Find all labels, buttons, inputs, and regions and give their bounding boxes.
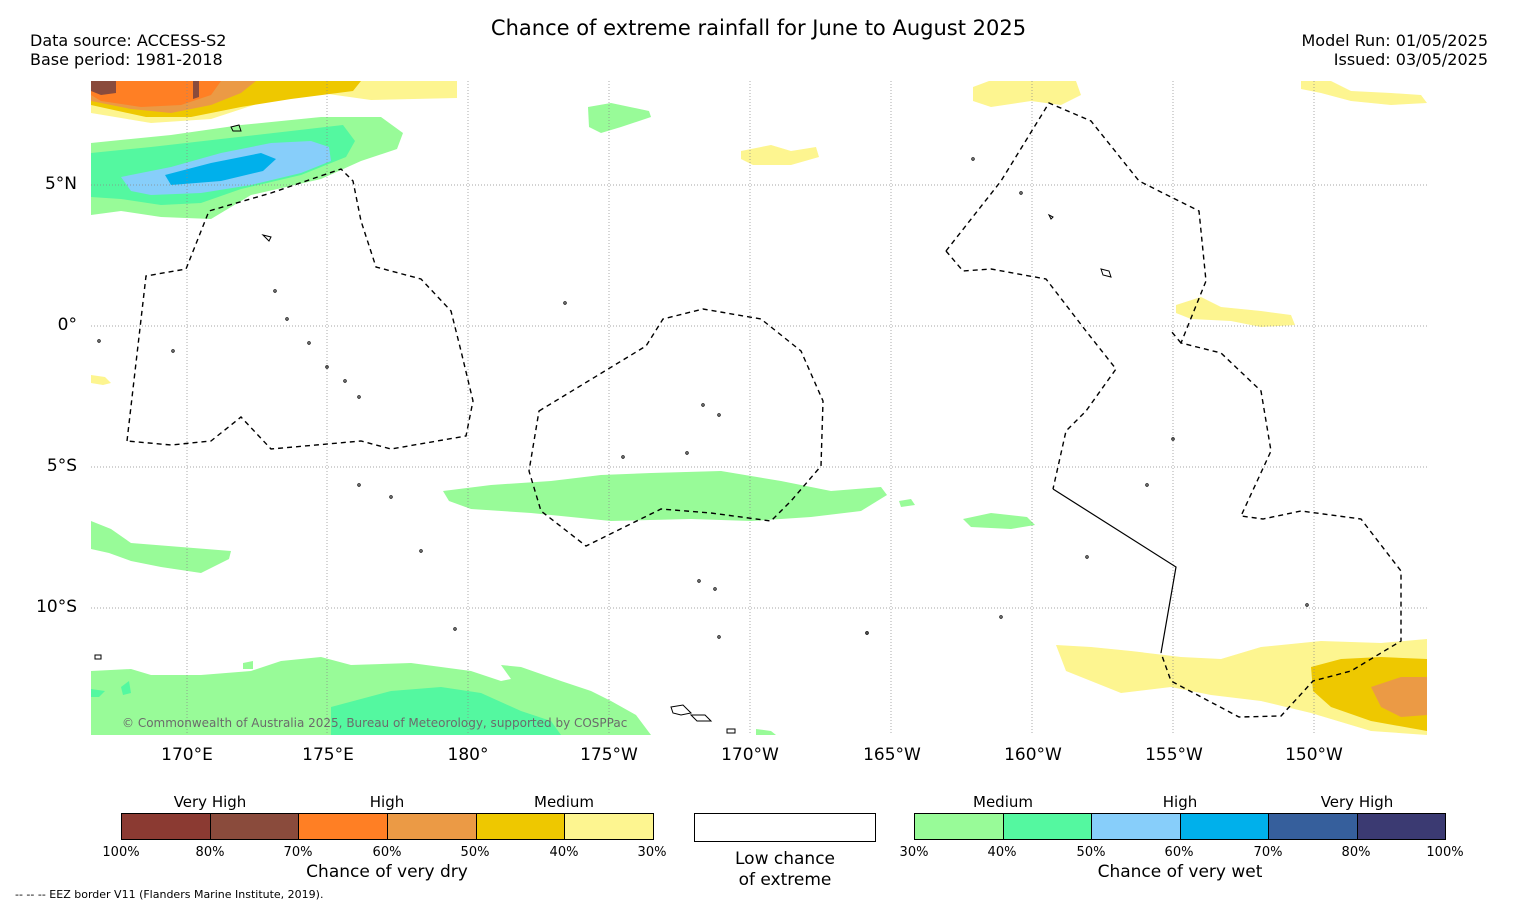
- dry-category-very-high: Very High: [173, 793, 247, 811]
- wet-region-southwest: [91, 657, 776, 735]
- dry-category-high: High: [369, 793, 405, 811]
- lon-label-175w: 175°W: [580, 745, 638, 765]
- wet-tick: 60%: [1164, 845, 1194, 860]
- wet-category-high: High: [1162, 793, 1198, 811]
- dry-tick: 30%: [637, 845, 667, 860]
- lon-label-155w: 155°W: [1145, 745, 1203, 765]
- low-chance-label-line2: of extreme: [738, 870, 832, 890]
- wet-region-equatorial: [91, 471, 1035, 573]
- lat-label-0: 0°: [57, 315, 77, 335]
- wet-tick: 50%: [1076, 845, 1106, 860]
- lon-label-170w: 170°W: [721, 745, 779, 765]
- wet-swatch-2: [1003, 814, 1092, 839]
- dry-region-southeast: [1056, 639, 1427, 735]
- lat-label-5s: 5°S: [46, 456, 77, 476]
- low-chance-swatch: [694, 813, 876, 842]
- wet-swatch-3: [1092, 814, 1181, 839]
- eez-note: -- -- -- EEZ border V11 (Flanders Marine…: [15, 888, 324, 901]
- lon-label-165w: 165°W: [863, 745, 921, 765]
- dry-swatch-2: [210, 814, 300, 839]
- chart-title: Chance of extreme rainfall for June to A…: [490, 16, 1027, 40]
- wet-tick: 100%: [1426, 845, 1464, 860]
- data-source-label: Data source: ACCESS-S2: [30, 31, 227, 50]
- base-period-label: Base period: 1981-2018: [30, 50, 223, 69]
- dry-tick: 40%: [549, 845, 579, 860]
- wet-category-medium: Medium: [973, 793, 1033, 811]
- dry-tick: 50%: [460, 845, 490, 860]
- dry-swatch-1: [122, 814, 211, 839]
- eez-solid-border: [1052, 488, 1177, 654]
- dry-category-medium: Medium: [534, 793, 594, 811]
- dry-colorbar: [121, 813, 654, 840]
- wet-tick: 80%: [1341, 845, 1371, 860]
- dry-swatch-6: [565, 814, 654, 839]
- low-chance-label-line1: Low chance: [735, 849, 835, 869]
- lat-label-5n: 5°N: [44, 174, 77, 194]
- dry-swatch-4: [388, 814, 477, 839]
- dry-tick: 80%: [195, 845, 225, 860]
- wet-tick: 40%: [987, 845, 1017, 860]
- dry-colorbar-title: Chance of very dry: [306, 862, 468, 882]
- dry-swatch-5: [476, 814, 566, 839]
- wet-swatch-5: [1269, 814, 1358, 839]
- lat-label-10s: 10°S: [36, 597, 77, 617]
- dry-region-northwest: [91, 81, 457, 123]
- dry-region-north-central: [91, 81, 1427, 385]
- islands: [94, 124, 1309, 734]
- lon-label-175e: 175°E: [302, 745, 354, 765]
- lon-label-170e: 170°E: [161, 745, 213, 765]
- wet-swatch-6: [1357, 814, 1445, 839]
- wet-swatch-1: [915, 814, 1004, 839]
- issued-label: Issued: 03/05/2025: [1333, 50, 1488, 69]
- lon-label-160w: 160°W: [1004, 745, 1062, 765]
- wet-tick: 30%: [899, 845, 929, 860]
- copyright-notice: © Commonwealth of Australia 2025, Bureau…: [122, 716, 628, 730]
- dry-tick: 70%: [283, 845, 313, 860]
- wet-swatch-4: [1180, 814, 1269, 839]
- wet-colorbar-title: Chance of very wet: [1097, 862, 1263, 882]
- lon-label-150w: 150°W: [1285, 745, 1343, 765]
- dry-tick: 100%: [102, 845, 140, 860]
- eez-borders: [126, 102, 1402, 718]
- model-run-label: Model Run: 01/05/2025: [1301, 31, 1489, 50]
- dry-swatch-3: [299, 814, 389, 839]
- lon-label-180: 180°: [447, 745, 489, 765]
- graticule: [91, 81, 1427, 735]
- dry-tick: 60%: [372, 845, 402, 860]
- wet-colorbar: [914, 813, 1446, 840]
- rainfall-map: [91, 81, 1427, 735]
- wet-tick: 70%: [1253, 845, 1283, 860]
- wet-category-very-high: Very High: [1320, 793, 1394, 811]
